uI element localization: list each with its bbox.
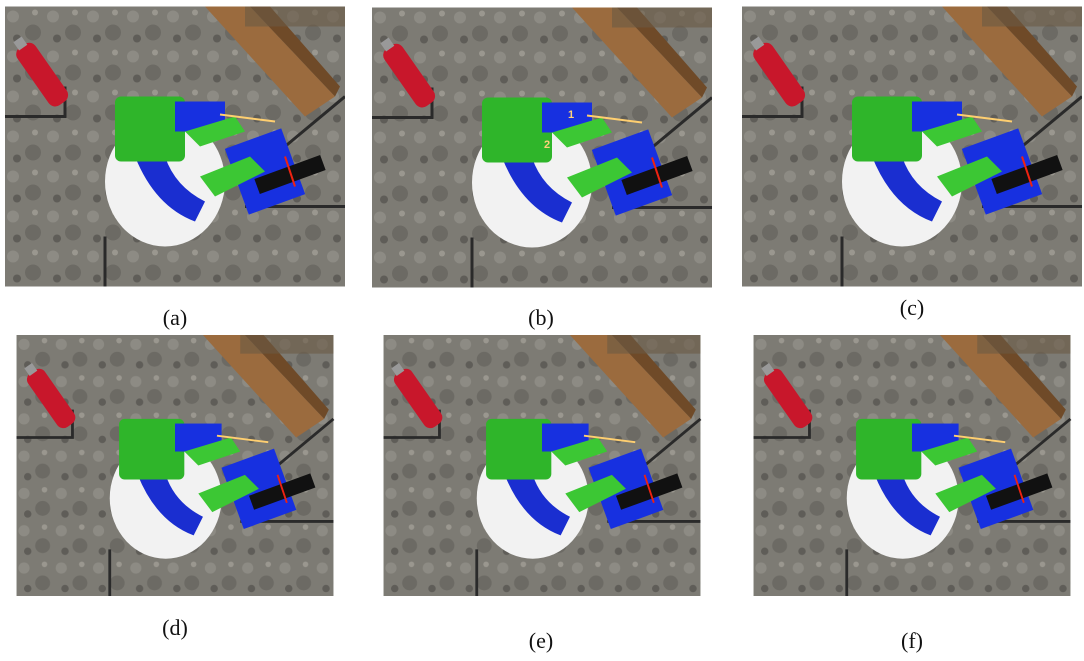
caption: (c) xyxy=(900,295,924,321)
panel-image xyxy=(5,5,345,288)
annotation: 2 xyxy=(544,139,550,151)
caption: (e) xyxy=(529,628,553,654)
caption: (d) xyxy=(162,615,188,641)
caption: (f) xyxy=(901,628,923,654)
panel-image: 12 xyxy=(372,5,712,290)
scene xyxy=(742,7,1082,287)
annotation: 1 xyxy=(568,109,574,121)
caption: (a) xyxy=(163,305,187,331)
scene xyxy=(17,335,334,596)
scene xyxy=(754,335,1071,596)
panel-image xyxy=(5,335,345,596)
figure: (a)12(b)(c)(d)(e)(f) xyxy=(0,0,1084,661)
scene xyxy=(372,8,712,288)
panel-image xyxy=(742,5,1082,288)
scene xyxy=(384,335,701,596)
scene xyxy=(5,7,345,287)
panel-image xyxy=(742,335,1082,596)
panel-image xyxy=(372,335,712,596)
caption: (b) xyxy=(528,305,554,331)
